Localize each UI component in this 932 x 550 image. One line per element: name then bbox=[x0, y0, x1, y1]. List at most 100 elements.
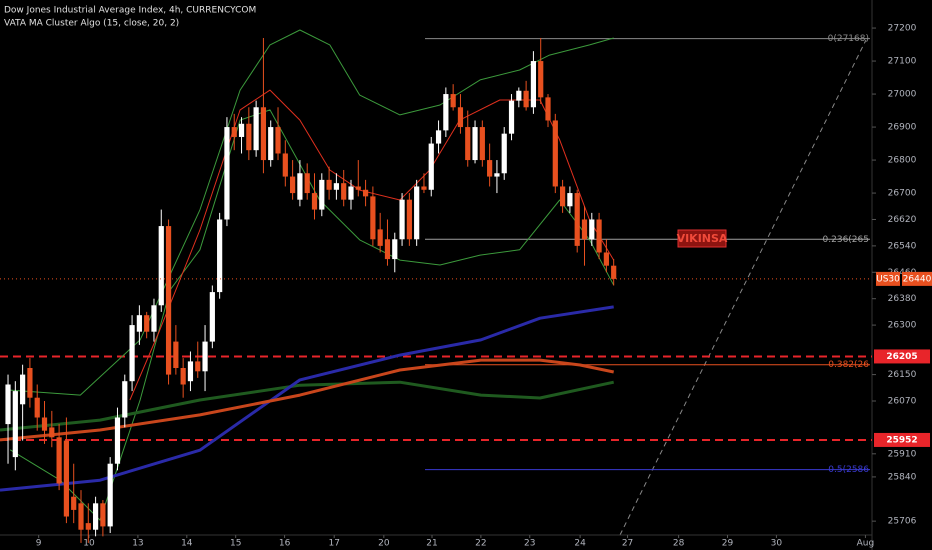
y-tick-label: 25840 bbox=[888, 472, 917, 482]
chart-title: Dow Jones Industrial Average Index, 4h, … bbox=[4, 6, 256, 16]
x-tick-label: 21 bbox=[426, 539, 437, 549]
candle-body bbox=[589, 219, 595, 240]
candle-body bbox=[129, 325, 135, 382]
candle-body bbox=[180, 367, 186, 385]
candle-body bbox=[581, 219, 588, 240]
y-tick-label: 26700 bbox=[888, 189, 917, 199]
x-tick-label: 22 bbox=[475, 539, 486, 549]
candle-body bbox=[290, 176, 296, 194]
candle-body bbox=[114, 417, 121, 464]
x-tick-label: Aug bbox=[857, 539, 875, 549]
last-price-label: 26440 bbox=[903, 274, 932, 284]
y-tick-label: 27100 bbox=[888, 57, 917, 67]
candle-body bbox=[487, 160, 493, 177]
y-tick-label: 25706 bbox=[888, 517, 917, 527]
candle-body bbox=[187, 361, 194, 382]
x-tick-label: 17 bbox=[328, 539, 339, 549]
candle-body bbox=[508, 100, 515, 134]
candle-body bbox=[611, 265, 617, 279]
candle-body bbox=[12, 391, 18, 458]
watermark: VIKINSA bbox=[677, 232, 728, 245]
candle-body bbox=[370, 196, 376, 240]
candle-body bbox=[122, 381, 128, 418]
candle-body bbox=[275, 127, 281, 154]
candle-body bbox=[56, 437, 62, 484]
indicator-line bbox=[0, 358, 615, 442]
candle-body bbox=[136, 315, 142, 332]
trend-line bbox=[619, 39, 867, 536]
candle-body bbox=[392, 239, 398, 260]
last-price-name: US30 bbox=[876, 274, 900, 284]
candle-body bbox=[100, 503, 106, 527]
candle-body bbox=[516, 90, 522, 101]
y-tick-label: 26300 bbox=[888, 321, 917, 331]
candle-body bbox=[246, 123, 252, 151]
candle-body bbox=[472, 127, 478, 161]
level-label: 26205 bbox=[886, 352, 917, 362]
candle-body bbox=[92, 503, 99, 530]
candle-body bbox=[158, 226, 164, 306]
candle-body bbox=[209, 292, 215, 342]
candle-body bbox=[399, 199, 405, 240]
last-price-tag bbox=[902, 271, 932, 286]
fib-label: 0.382(26 bbox=[828, 360, 869, 370]
candle-body bbox=[5, 384, 11, 425]
candle-body bbox=[326, 179, 332, 190]
candle-body bbox=[224, 127, 230, 220]
y-tick-label: 27200 bbox=[888, 24, 917, 34]
x-tick-label: 29 bbox=[722, 539, 734, 549]
y-tick-label: 25910 bbox=[888, 449, 917, 459]
y-tick-label: 26070 bbox=[888, 397, 917, 407]
candle-body bbox=[34, 397, 40, 418]
x-tick-label: 13 bbox=[132, 539, 143, 549]
candle-body bbox=[253, 107, 259, 151]
level-tag bbox=[874, 349, 930, 364]
x-tick-label: 27 bbox=[622, 539, 633, 549]
candle-body bbox=[151, 305, 157, 332]
x-tick-label: 10 bbox=[83, 539, 95, 549]
indicator-line bbox=[0, 305, 614, 492]
last-price-name-tag bbox=[876, 271, 900, 286]
candle-body bbox=[538, 61, 544, 98]
candle-body bbox=[341, 183, 347, 200]
candle-body bbox=[567, 193, 573, 207]
candle-body bbox=[333, 183, 339, 190]
x-tick-label: 15 bbox=[230, 539, 241, 549]
candle-body bbox=[297, 173, 303, 200]
y-tick-label: 26800 bbox=[888, 156, 917, 166]
fib-label: 0.5(2586 bbox=[828, 465, 869, 475]
candle-body bbox=[41, 417, 48, 431]
x-tick-label: 9 bbox=[36, 539, 42, 549]
candle-body bbox=[406, 199, 412, 240]
y-tick-label: 27000 bbox=[888, 90, 917, 100]
candle-body bbox=[304, 173, 310, 194]
x-tick-label: 30 bbox=[771, 539, 783, 549]
candle-body bbox=[165, 226, 172, 375]
candle-body bbox=[545, 97, 551, 121]
candle-body bbox=[552, 120, 558, 187]
candle-body bbox=[238, 123, 245, 137]
x-tick-label: 16 bbox=[279, 539, 291, 549]
candle-body bbox=[355, 186, 361, 190]
candle-body bbox=[574, 193, 580, 246]
candle-body bbox=[435, 130, 442, 144]
candle-body bbox=[107, 463, 113, 527]
candle-body bbox=[501, 133, 507, 174]
candle-body bbox=[530, 61, 537, 108]
fib-label: 0.236(265 bbox=[823, 235, 869, 245]
candle-body bbox=[523, 90, 529, 108]
x-tick-label: 20 bbox=[378, 539, 390, 549]
candle-body bbox=[384, 239, 391, 260]
candle-body bbox=[494, 173, 500, 177]
candle-body bbox=[282, 153, 288, 177]
candle-body bbox=[173, 341, 179, 368]
candle-body bbox=[311, 193, 318, 210]
candle-body bbox=[319, 179, 325, 210]
level-label: 25952 bbox=[886, 435, 917, 445]
candle-body bbox=[603, 252, 609, 266]
candle-body bbox=[596, 219, 602, 253]
candle-body bbox=[63, 440, 70, 517]
x-tick-label: 24 bbox=[574, 539, 586, 549]
